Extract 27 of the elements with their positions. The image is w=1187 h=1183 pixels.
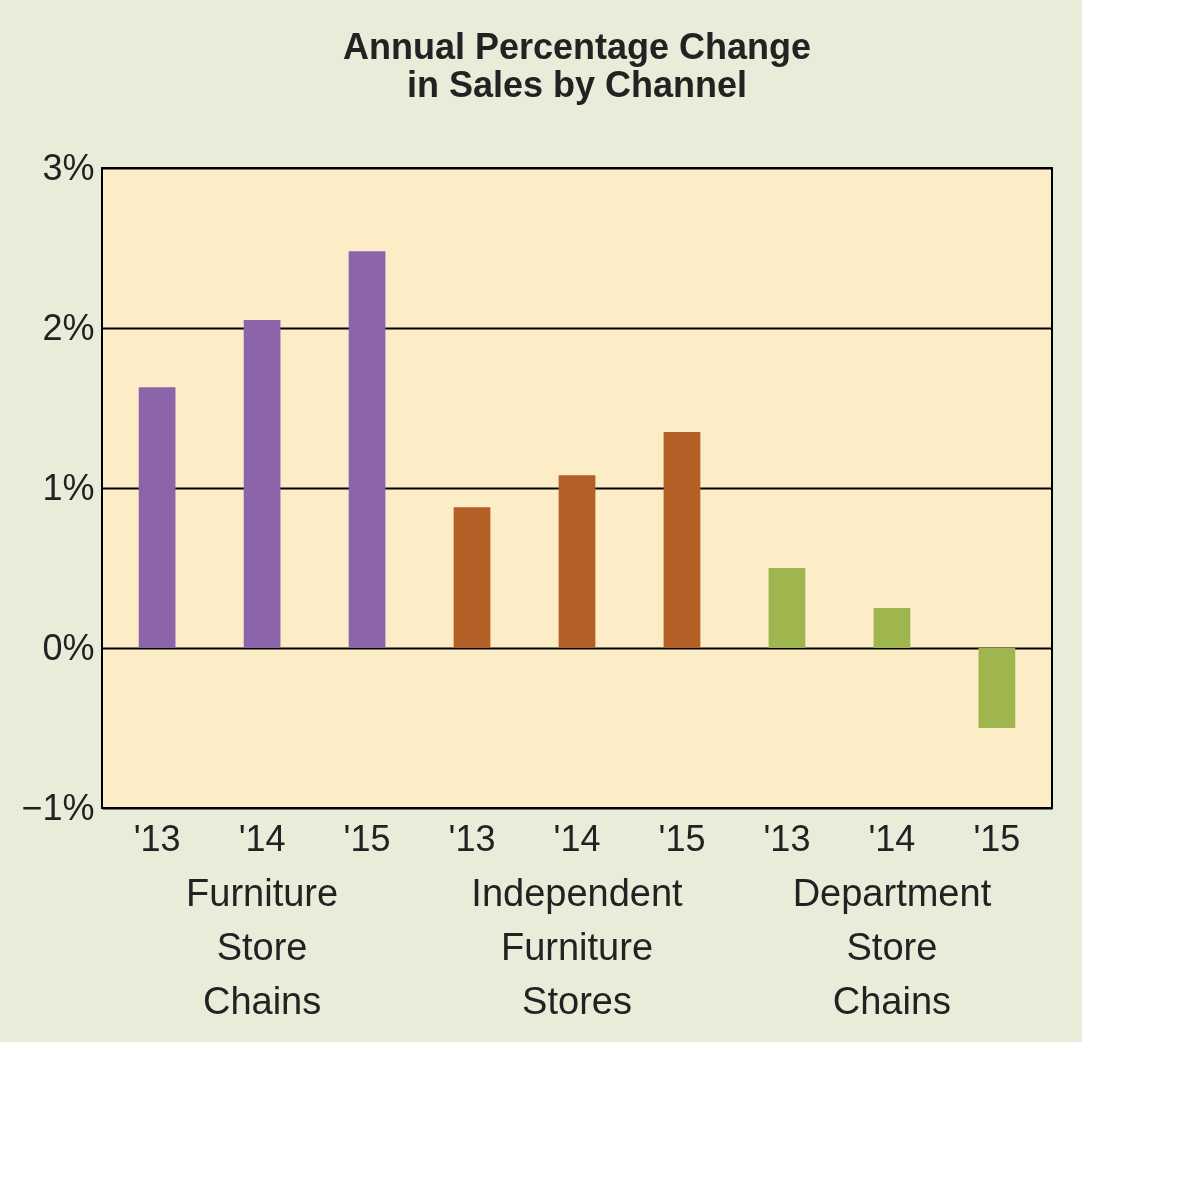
x-tick-label: '14 — [868, 817, 916, 859]
y-tick-label: 1% — [42, 466, 95, 508]
x-tick-label: '14 — [553, 817, 601, 859]
x-tick-label: '14 — [238, 817, 286, 859]
y-tick-label: 0% — [42, 626, 95, 668]
x-tick-label: '15 — [973, 817, 1021, 859]
bar — [348, 251, 386, 648]
bar — [768, 568, 806, 648]
bar — [663, 432, 701, 648]
text: Department Store Chains — [792, 872, 992, 1022]
bar — [978, 648, 1016, 728]
y-tick-label: 3% — [42, 146, 95, 188]
x-tick-label: '13 — [763, 817, 811, 859]
y-tick-label: 2% — [42, 306, 95, 348]
bar — [138, 387, 176, 648]
bar — [243, 320, 281, 648]
y-tick-label: −1% — [21, 786, 95, 828]
x-tick-label: '15 — [658, 817, 706, 859]
x-tick-label: '15 — [343, 817, 391, 859]
bar — [873, 608, 911, 648]
bar — [453, 507, 491, 648]
chart-title: Annual Percentage Change in Sales by Channel — [342, 26, 812, 105]
text: Furniture Store Chains — [186, 872, 339, 1022]
bar — [558, 475, 596, 648]
x-tick-label: '13 — [133, 817, 181, 859]
text: Independent Furniture Stores — [471, 872, 684, 1022]
x-tick-label: '13 — [448, 817, 496, 859]
